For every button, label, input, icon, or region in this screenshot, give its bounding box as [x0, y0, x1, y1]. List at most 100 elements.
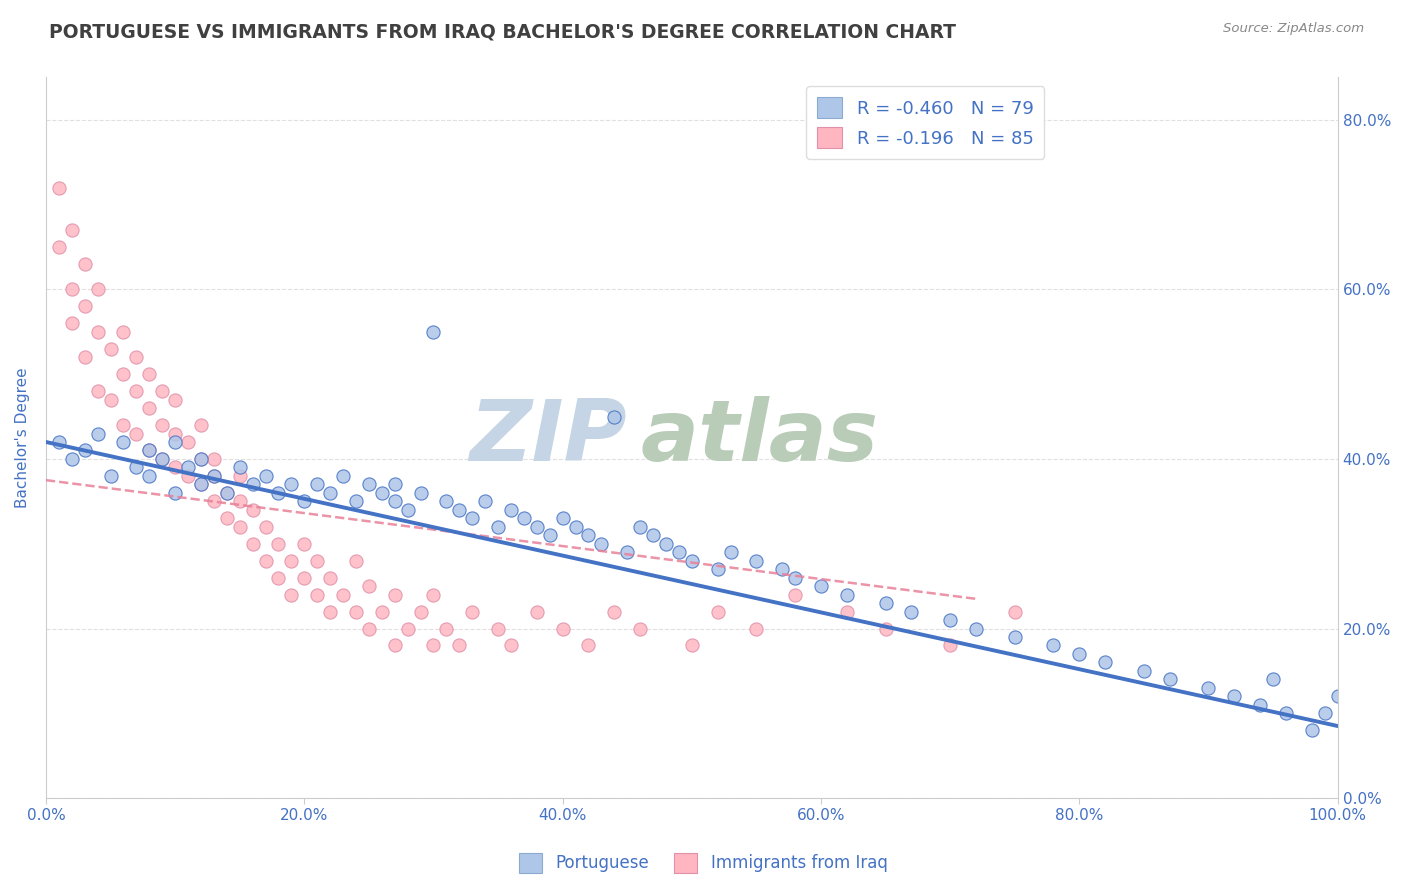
Point	[292, 494, 315, 508]
Point	[357, 477, 380, 491]
Point	[681, 639, 703, 653]
Point	[461, 511, 484, 525]
Point	[319, 605, 342, 619]
Point	[616, 545, 638, 559]
Point	[706, 562, 728, 576]
Point	[228, 469, 250, 483]
Point	[1042, 639, 1064, 653]
Point	[965, 622, 987, 636]
Point	[165, 426, 187, 441]
Point	[73, 443, 96, 458]
Point	[706, 605, 728, 619]
Point	[100, 392, 122, 407]
Point	[242, 503, 264, 517]
Point	[396, 622, 419, 636]
Point	[60, 452, 83, 467]
Point	[1301, 723, 1323, 738]
Point	[125, 426, 148, 441]
Point	[138, 443, 160, 458]
Point	[165, 486, 187, 500]
Point	[357, 579, 380, 593]
Point	[73, 350, 96, 364]
Point	[357, 622, 380, 636]
Point	[202, 469, 225, 483]
Point	[332, 588, 354, 602]
Point	[578, 639, 600, 653]
Point	[125, 350, 148, 364]
Point	[835, 605, 858, 619]
Point	[384, 477, 406, 491]
Point	[48, 180, 70, 194]
Point	[564, 520, 586, 534]
Point	[681, 554, 703, 568]
Point	[1004, 630, 1026, 644]
Point	[190, 452, 212, 467]
Point	[591, 537, 613, 551]
Text: PORTUGUESE VS IMMIGRANTS FROM IRAQ BACHELOR'S DEGREE CORRELATION CHART: PORTUGUESE VS IMMIGRANTS FROM IRAQ BACHE…	[49, 22, 956, 41]
Point	[165, 392, 187, 407]
Point	[434, 622, 457, 636]
Point	[628, 622, 651, 636]
Point	[344, 605, 367, 619]
Point	[1094, 656, 1116, 670]
Point	[177, 435, 200, 450]
Legend: R = -0.460   N = 79, R = -0.196   N = 85: R = -0.460 N = 79, R = -0.196 N = 85	[806, 87, 1045, 159]
Point	[875, 596, 897, 610]
Point	[474, 494, 496, 508]
Point	[449, 503, 471, 517]
Point	[770, 562, 793, 576]
Point	[668, 545, 690, 559]
Point	[73, 257, 96, 271]
Point	[254, 554, 277, 568]
Point	[125, 384, 148, 398]
Point	[150, 452, 173, 467]
Legend: Portuguese, Immigrants from Iraq: Portuguese, Immigrants from Iraq	[512, 847, 894, 880]
Point	[434, 494, 457, 508]
Point	[461, 605, 484, 619]
Point	[875, 622, 897, 636]
Point	[1004, 605, 1026, 619]
Point	[202, 469, 225, 483]
Point	[499, 639, 522, 653]
Point	[486, 520, 509, 534]
Point	[551, 511, 574, 525]
Point	[242, 477, 264, 491]
Point	[371, 486, 394, 500]
Point	[48, 435, 70, 450]
Point	[165, 460, 187, 475]
Point	[396, 503, 419, 517]
Point	[319, 486, 342, 500]
Point	[1261, 673, 1284, 687]
Point	[319, 571, 342, 585]
Point	[1326, 690, 1348, 704]
Point	[1275, 706, 1298, 721]
Point	[499, 503, 522, 517]
Point	[112, 367, 135, 381]
Point	[177, 469, 200, 483]
Point	[1313, 706, 1336, 721]
Point	[112, 435, 135, 450]
Point	[150, 417, 173, 432]
Point	[228, 460, 250, 475]
Point	[835, 588, 858, 602]
Point	[138, 401, 160, 415]
Point	[655, 537, 678, 551]
Point	[73, 299, 96, 313]
Text: ZIP: ZIP	[470, 396, 627, 479]
Point	[628, 520, 651, 534]
Point	[86, 384, 108, 398]
Point	[603, 605, 626, 619]
Point	[267, 537, 290, 551]
Point	[1133, 664, 1156, 678]
Point	[939, 613, 962, 627]
Point	[190, 417, 212, 432]
Point	[280, 477, 302, 491]
Point	[267, 571, 290, 585]
Point	[551, 622, 574, 636]
Point	[228, 520, 250, 534]
Point	[150, 384, 173, 398]
Point	[138, 443, 160, 458]
Point	[486, 622, 509, 636]
Point	[720, 545, 742, 559]
Point	[1069, 647, 1091, 661]
